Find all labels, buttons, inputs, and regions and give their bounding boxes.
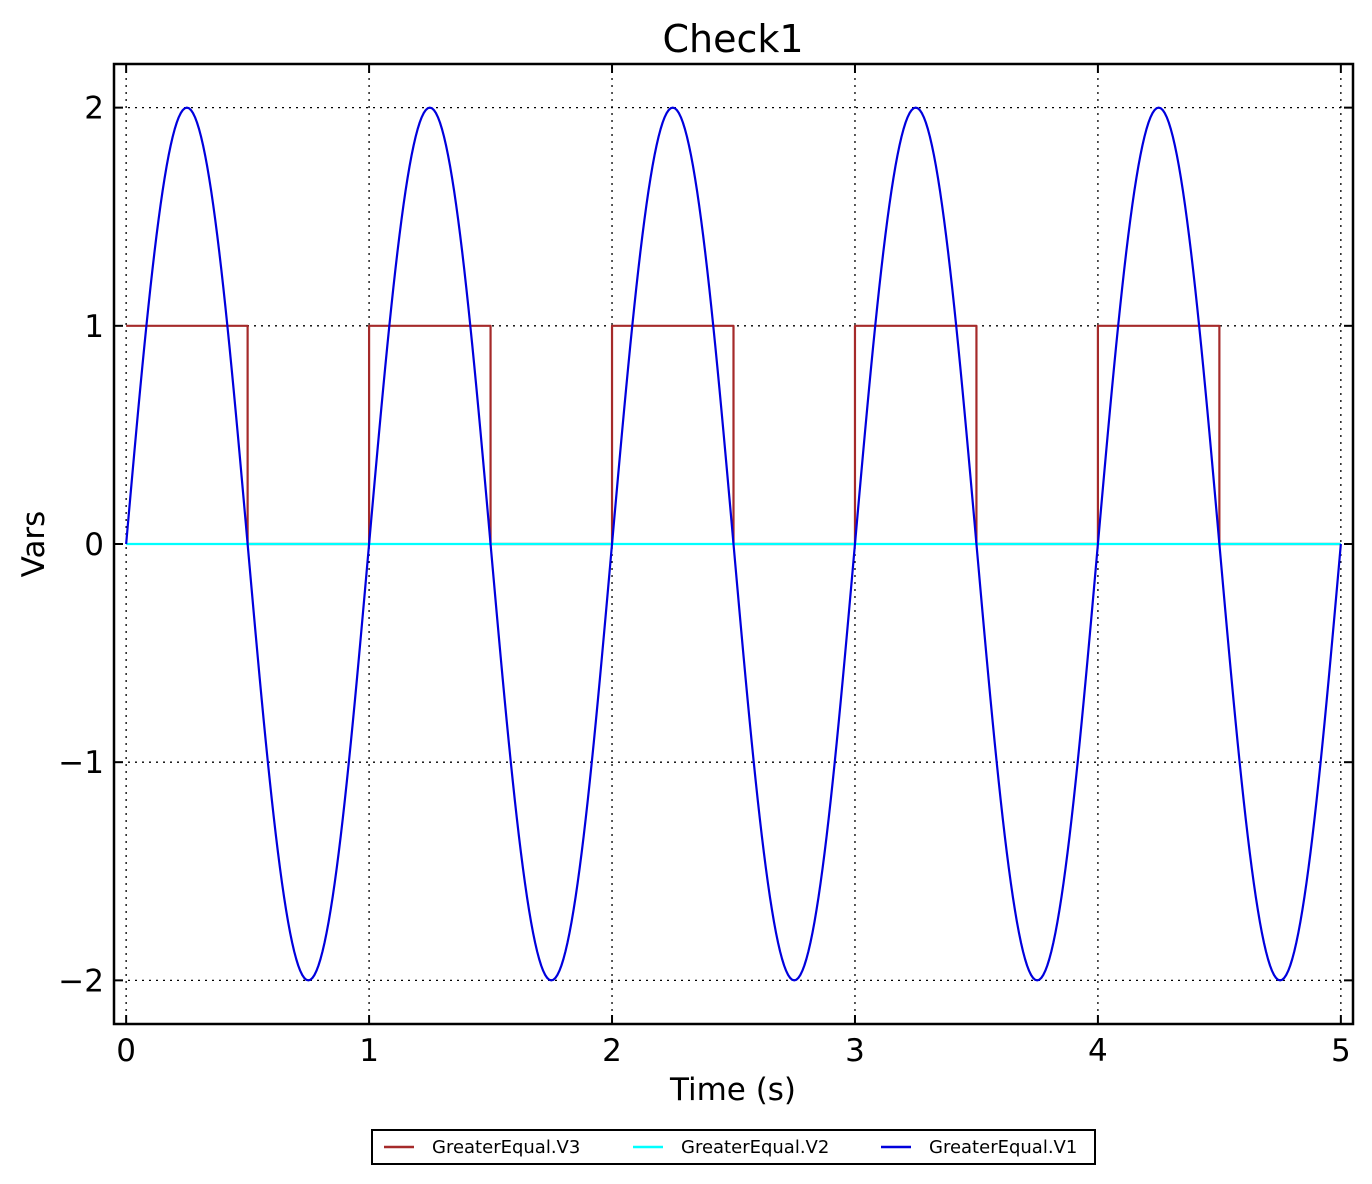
legend-label: GreaterEqual.V1 (929, 1137, 1077, 1158)
y-tick-label: −2 (58, 963, 104, 999)
legend-box (371, 1129, 1096, 1165)
x-tick-label: 0 (116, 1033, 136, 1069)
series-line-greaterequal-v1 (125, 106, 1342, 982)
x-tick-label: 5 (1331, 1033, 1351, 1069)
x-tick-label: 1 (359, 1033, 379, 1069)
x-tick-label: 3 (845, 1033, 865, 1069)
x-tick-label: 2 (602, 1033, 622, 1069)
y-tick-label: −1 (58, 745, 104, 781)
x-axis-label: Time (s) (669, 1072, 796, 1108)
chart-title: Check1 (662, 17, 803, 61)
series-group (125, 106, 1342, 982)
y-tick-label: 2 (84, 91, 104, 127)
legend: GreaterEqual.V3 GreaterEqual.V2 GreaterEqu… (371, 1129, 1096, 1165)
grid (114, 64, 1353, 1024)
ticks: 0 1 2 3 4 5 −2 −1 0 1 2 (58, 64, 1353, 1069)
y-tick-label: 0 (84, 527, 104, 563)
legend-label: GreaterEqual.V3 (432, 1137, 580, 1158)
y-tick-label: 1 (84, 309, 104, 345)
y-axis-label: Vars (16, 511, 52, 578)
x-tick-label: 4 (1088, 1033, 1108, 1069)
legend-label: GreaterEqual.V2 (681, 1137, 829, 1158)
series-line-greaterequal-v3 (126, 324, 1341, 546)
